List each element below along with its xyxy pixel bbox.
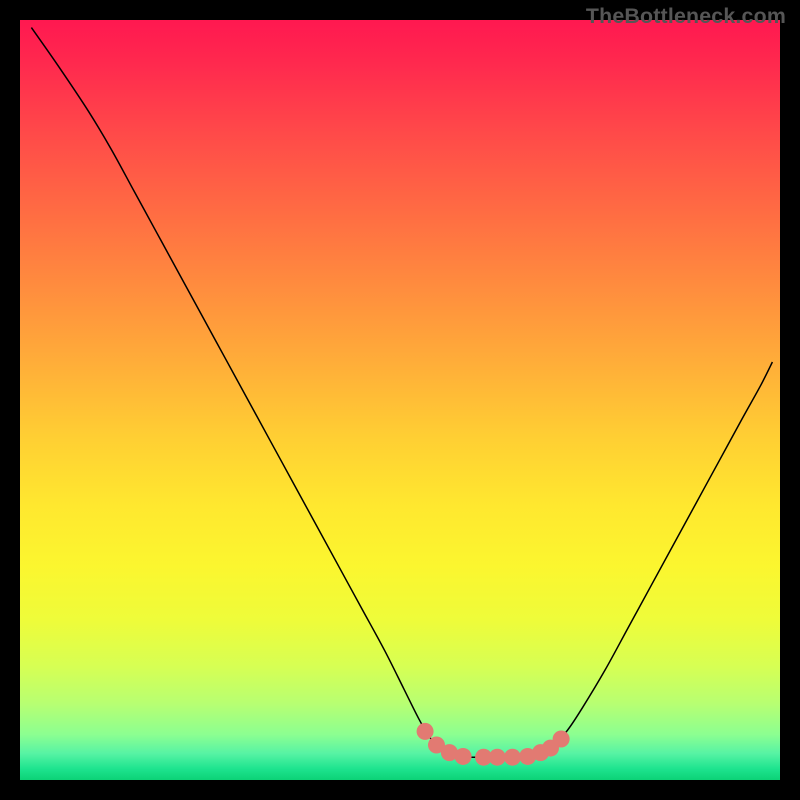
bottleneck-curve-chart: [0, 0, 800, 800]
sweet-spot-dot: [417, 723, 434, 740]
sweet-spot-dot: [455, 748, 472, 765]
chart-frame: TheBottleneck.com: [0, 0, 800, 800]
sweet-spot-dot: [553, 730, 570, 747]
sweet-spot-dot: [504, 749, 521, 766]
watermark-text: TheBottleneck.com: [586, 4, 786, 29]
sweet-spot-dot: [489, 749, 506, 766]
gradient-background: [20, 20, 780, 780]
